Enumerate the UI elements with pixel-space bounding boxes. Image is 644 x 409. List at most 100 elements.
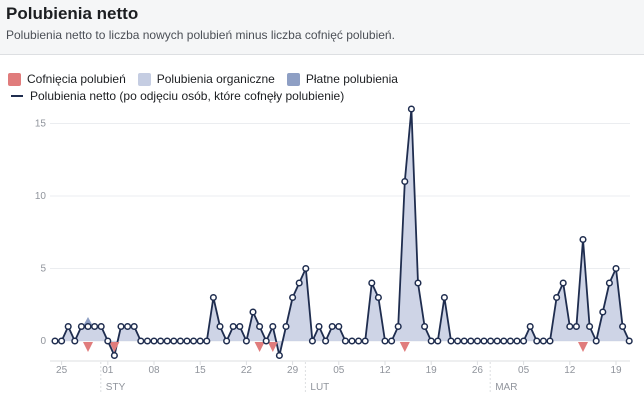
net-likes-point	[163, 337, 171, 345]
legend-label-net: Polubienia netto (po odjęciu osób, które…	[30, 89, 345, 103]
net-likes-point	[242, 337, 250, 345]
net-likes-point	[183, 337, 191, 345]
legend-swatch-unlikes	[8, 72, 21, 86]
x-tick-label: 12	[564, 365, 576, 376]
net-likes-point	[388, 337, 396, 345]
net-likes-point	[322, 337, 330, 345]
net-likes-point	[157, 337, 165, 345]
chart-legend: Cofnięcia polubień Polubienia organiczne…	[8, 71, 410, 87]
net-likes-point	[124, 322, 132, 331]
net-likes-point	[566, 322, 574, 331]
net-likes-point	[361, 337, 369, 345]
net-likes-point	[605, 279, 613, 287]
net-likes-point	[454, 337, 462, 345]
legend-item-paid[interactable]: Płatne polubienia	[286, 72, 398, 86]
unlike-marker	[267, 342, 278, 352]
net-likes-point	[170, 337, 178, 345]
net-likes-point	[308, 337, 316, 345]
y-tick-label: 10	[35, 191, 47, 202]
net-likes-point	[480, 337, 488, 345]
net-likes-point	[500, 337, 508, 345]
net-likes-point	[586, 322, 594, 331]
net-likes-point	[421, 322, 429, 331]
page-title: Polubienia netto	[6, 4, 139, 23]
net-likes-point	[256, 322, 264, 331]
net-likes-point	[625, 337, 633, 345]
legend-label-organic: Polubienia organiczne	[156, 72, 275, 86]
legend-item-unlikes[interactable]: Cofnięcia polubień	[8, 72, 126, 86]
net-likes-point	[520, 337, 528, 345]
x-tick-label: 19	[426, 365, 438, 376]
net-likes-point	[447, 337, 455, 345]
net-likes-point	[407, 105, 415, 113]
net-likes-point	[190, 337, 198, 345]
net-likes-point	[262, 337, 270, 345]
net-likes-point	[592, 337, 600, 345]
y-tick-label: 0	[40, 336, 46, 347]
net-likes-point	[91, 322, 99, 331]
net-likes-point	[381, 337, 389, 345]
net-likes-point	[328, 322, 336, 331]
x-tick-label: 19	[610, 365, 622, 376]
net-likes-point	[513, 337, 521, 345]
net-likes-point	[71, 337, 79, 345]
net-likes-point	[249, 308, 257, 316]
net-likes-point	[176, 337, 184, 345]
net-likes-point	[572, 322, 580, 331]
net-likes-point	[401, 177, 409, 186]
net-likes-point	[506, 337, 514, 345]
net-likes-point	[374, 293, 382, 302]
net-likes-point	[275, 351, 283, 360]
net-likes-point	[599, 308, 607, 316]
net-likes-point	[440, 293, 448, 302]
x-tick-label: 22	[241, 365, 253, 376]
x-tick-label: 05	[333, 365, 345, 376]
net-likes-point	[619, 322, 627, 331]
net-likes-point	[473, 337, 481, 345]
net-likes-point	[434, 337, 442, 345]
net-likes-point	[394, 322, 402, 331]
net-likes-point	[196, 337, 204, 345]
y-tick-label: 15	[35, 119, 47, 130]
unlike-marker	[254, 342, 265, 352]
net-likes-point	[553, 293, 561, 302]
net-likes-point	[51, 337, 59, 345]
chart-legend-line: Polubienia netto (po odjęciu osób, które…	[8, 88, 356, 104]
net-likes-point	[223, 337, 231, 345]
legend-item-organic[interactable]: Polubienia organiczne	[137, 72, 275, 86]
net-likes-point	[77, 322, 85, 331]
month-label: MAR	[495, 382, 517, 393]
legend-item-net[interactable]: Polubienia netto (po odjęciu osób, które…	[8, 89, 344, 103]
month-label: LUT	[310, 382, 329, 393]
net-likes-point	[137, 337, 145, 345]
net-likes-point	[289, 293, 297, 302]
net-likes-point	[236, 322, 244, 331]
x-tick-label: 15	[195, 365, 207, 376]
net-likes-point	[97, 322, 105, 331]
net-likes-point	[203, 337, 211, 345]
net-likes-point	[612, 264, 620, 273]
net-likes-point	[341, 337, 349, 345]
page-subtitle: Polubienia netto to liczba nowych polubi…	[6, 28, 395, 42]
net-likes-point	[117, 322, 125, 331]
x-tick-label: 08	[148, 365, 160, 376]
net-likes-point	[209, 293, 217, 302]
net-likes-point	[579, 235, 587, 244]
x-tick-label: 01	[102, 365, 114, 376]
x-tick-label: 25	[56, 365, 68, 376]
net-likes-point	[546, 337, 554, 345]
net-likes-point	[216, 322, 224, 331]
x-tick-label: 26	[472, 365, 484, 376]
net-likes-point	[229, 322, 237, 331]
net-likes-point	[130, 322, 138, 331]
organic-likes-area	[55, 109, 630, 356]
legend-label-paid: Płatne polubienia	[305, 72, 398, 86]
month-label: STY	[106, 382, 126, 393]
net-likes-point	[427, 337, 435, 345]
net-likes-point	[487, 337, 495, 345]
net-likes-point	[414, 279, 422, 287]
x-tick-label: 29	[287, 365, 299, 376]
net-likes-point	[467, 337, 475, 345]
net-likes-point	[269, 322, 277, 331]
net-likes-point	[58, 337, 66, 345]
